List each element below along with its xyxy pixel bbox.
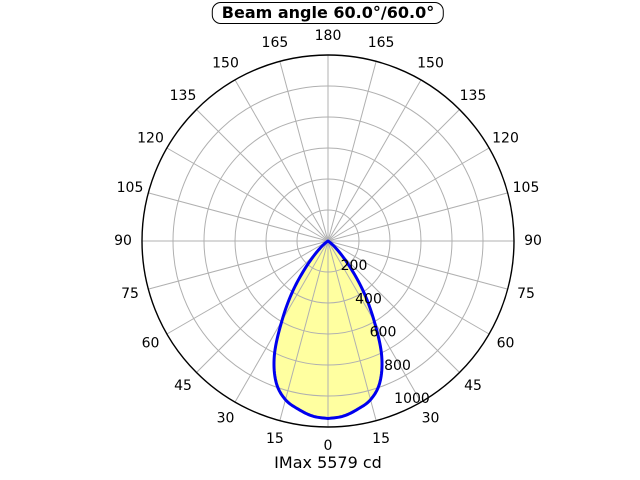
angle-tick-label: 150 bbox=[212, 56, 239, 72]
grid-radial-line bbox=[148, 192, 329, 242]
grid-radial-line bbox=[327, 240, 377, 421]
chart-title: Beam angle 60.0°/60.0° bbox=[211, 2, 445, 24]
angle-tick-label: 105 bbox=[117, 180, 144, 196]
outer-circle bbox=[141, 54, 515, 428]
grid-radial-line bbox=[196, 240, 329, 373]
grid-radial-line bbox=[327, 240, 490, 335]
angle-tick-label: 75 bbox=[121, 286, 139, 302]
angle-tick-label: 60 bbox=[142, 336, 160, 352]
angle-tick-label: 105 bbox=[513, 180, 540, 196]
angle-tick-label: 0 bbox=[324, 438, 333, 454]
grid-radial-line bbox=[327, 109, 460, 242]
grid-radial-line bbox=[279, 240, 329, 421]
angle-tick-label: 45 bbox=[174, 378, 192, 394]
angle-tick-label: 60 bbox=[497, 336, 515, 352]
angle-tick-label: 30 bbox=[422, 411, 440, 427]
grid-radial-line bbox=[166, 240, 329, 335]
grid-radial-line bbox=[327, 61, 377, 242]
grid-radial-line bbox=[327, 240, 508, 290]
angle-tick-label: 180 bbox=[315, 28, 342, 44]
angle-tick-label: 30 bbox=[217, 411, 235, 427]
angle-tick-label: 90 bbox=[524, 233, 542, 249]
grid-radial-line bbox=[327, 147, 490, 242]
angle-tick-label: 165 bbox=[262, 35, 289, 51]
grid-radial-line bbox=[234, 79, 329, 242]
angle-tick-label: 45 bbox=[464, 378, 482, 394]
angle-tick-label: 135 bbox=[170, 88, 197, 104]
radial-tick-label: 800 bbox=[384, 358, 411, 374]
angle-tick-label: 150 bbox=[417, 56, 444, 72]
angle-tick-label: 15 bbox=[266, 431, 284, 447]
beam-curve bbox=[272, 239, 384, 420]
grid-radial-line bbox=[279, 61, 329, 242]
grid-radial-line bbox=[196, 109, 329, 242]
grid-radial-line bbox=[148, 240, 329, 290]
radial-tick-label: 400 bbox=[355, 291, 382, 307]
grid-radial-line bbox=[327, 79, 422, 242]
grid-radial-line bbox=[327, 192, 508, 242]
angle-tick-label: 75 bbox=[517, 286, 535, 302]
angle-tick-label: 90 bbox=[114, 233, 132, 249]
grid-radial-line bbox=[166, 147, 329, 242]
grid-radial-line bbox=[327, 240, 460, 373]
angle-tick-label: 135 bbox=[460, 88, 487, 104]
radial-tick-label: 200 bbox=[341, 258, 368, 274]
angle-tick-label: 165 bbox=[368, 35, 395, 51]
radial-tick-label: 600 bbox=[370, 325, 397, 341]
angle-tick-label: 120 bbox=[492, 131, 519, 147]
radial-tick-label: 1000 bbox=[394, 391, 430, 407]
angle-tick-label: 120 bbox=[137, 131, 164, 147]
angle-tick-label: 15 bbox=[372, 431, 390, 447]
imax-label: IMax 5579 cd bbox=[274, 453, 382, 472]
